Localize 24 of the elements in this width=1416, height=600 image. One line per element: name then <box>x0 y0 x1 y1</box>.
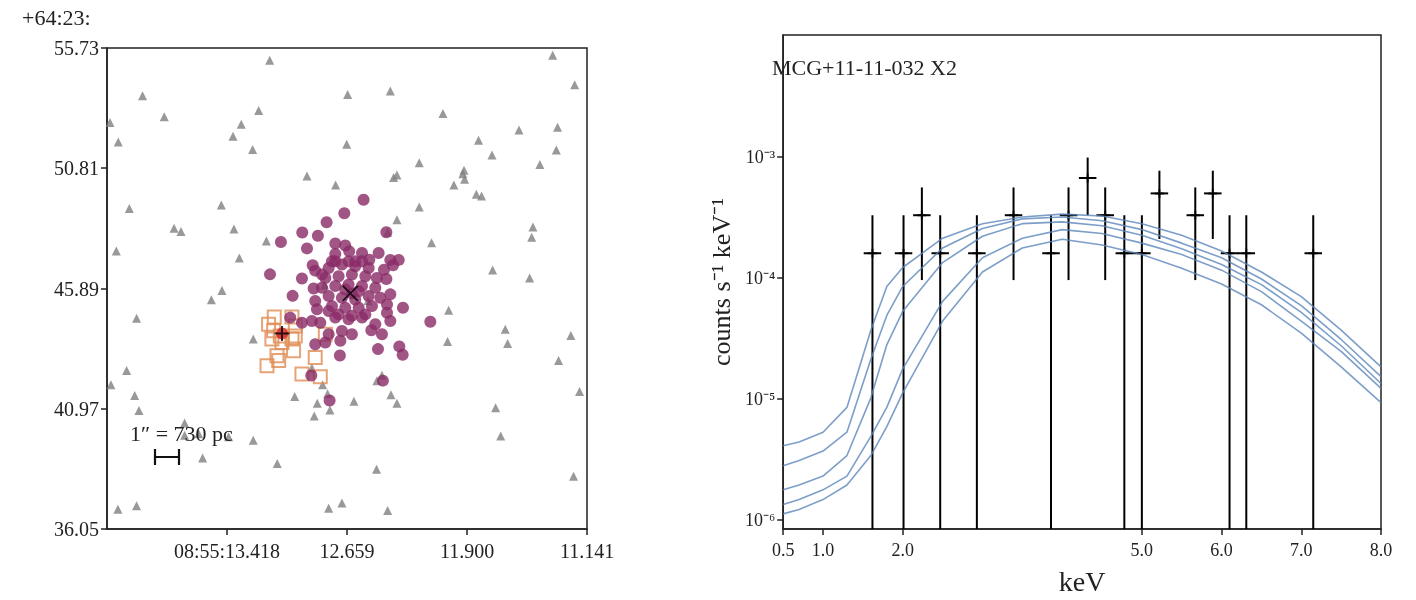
y-tick-label: 40.97 <box>54 397 99 420</box>
x-axis-title: keV <box>1058 565 1106 597</box>
x-tick-label: 2.0 <box>891 540 914 560</box>
y-tick-label: 10⁻⁴ <box>744 267 776 288</box>
y-tick-label: 10⁻⁵ <box>744 388 776 409</box>
x-tick-label: 5.0 <box>1130 540 1154 560</box>
x-tick-label: 12.659 <box>319 540 375 562</box>
x-tick-label: 08:55:13.418 <box>173 540 281 562</box>
x-tick-label: 0.5 <box>771 540 795 560</box>
annotation: 1″ = 730 pc <box>130 420 234 446</box>
x-tick-label: 8.0 <box>1369 540 1393 560</box>
x-tick-label: 11.900 <box>439 540 495 562</box>
x-tick-label: 6.0 <box>1210 540 1233 560</box>
y-tick-label: 45.89 <box>54 277 99 300</box>
y-tick-label: 36.05 <box>54 518 99 540</box>
y-tick-label: 10⁻³ <box>745 146 776 167</box>
y-tick-label: 10⁻⁶ <box>744 509 776 530</box>
y-tick-label: 55.73 <box>54 37 99 59</box>
y-axis-title: counts s⁻¹ keV⁻¹ <box>706 198 736 366</box>
x-tick-label: 1.0 <box>811 540 835 560</box>
x-tick-label: 11.141 <box>559 540 615 562</box>
x-tick-label: 7.0 <box>1290 540 1313 560</box>
y-tick-label: 50.81 <box>54 157 99 180</box>
y-axis-title: +64:23: <box>22 4 91 30</box>
